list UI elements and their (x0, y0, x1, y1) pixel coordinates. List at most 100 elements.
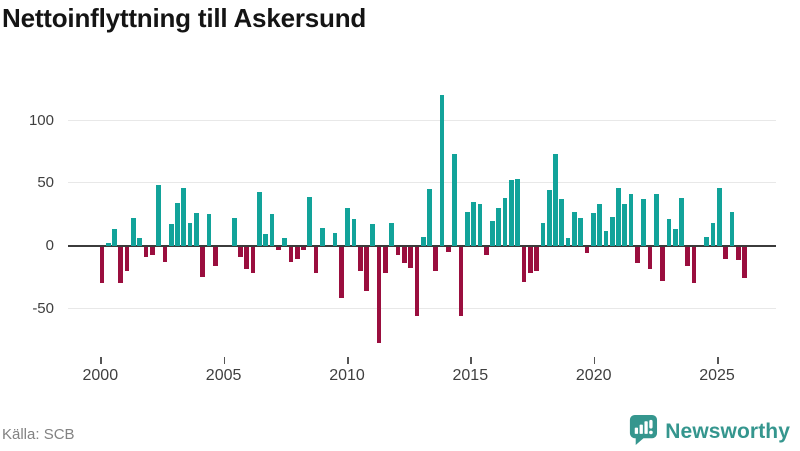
bar-2009-Q3 (338, 246, 344, 299)
bar-2023-Q1 (679, 197, 684, 246)
bar-2012-Q2 (408, 246, 413, 269)
bar-2017-Q3 (540, 223, 546, 246)
bar-2004-Q1 (200, 246, 206, 277)
bar-2021-Q4 (647, 246, 653, 270)
x-axis-label-2005: 2005 (205, 367, 242, 384)
bar-2012-Q4 (420, 236, 426, 246)
bar-2025-Q3 (742, 246, 747, 279)
bar-2011-Q4 (395, 246, 401, 256)
bar-2001-Q4 (143, 246, 149, 257)
bar-2002-Q1 (149, 246, 155, 256)
bar-2022-Q3 (666, 219, 672, 246)
bar-2000-Q4 (118, 246, 124, 284)
bar-2014-Q3 (464, 211, 470, 246)
bar-2002-Q2 (156, 185, 161, 246)
bar-2015-Q3 (490, 220, 495, 246)
bar-2019-Q3 (590, 213, 596, 246)
y-axis-label-50: 50 (37, 174, 54, 192)
bar-2015-Q2 (483, 246, 489, 256)
bar-2010-Q2 (357, 246, 363, 271)
bar-2013-Q4 (446, 246, 451, 252)
bar-2023-Q3 (691, 246, 697, 284)
bar-2012-Q3 (414, 246, 420, 316)
bar-2024-Q4 (723, 246, 728, 260)
gridline--50 (68, 307, 776, 309)
bar-2022-Q1 (653, 194, 659, 246)
bar-2003-Q4 (194, 213, 199, 246)
bar-2017-Q4 (546, 190, 552, 246)
bar-2018-Q2 (559, 199, 565, 246)
bar-2008-Q2 (307, 196, 313, 246)
bar-2023-Q2 (685, 246, 691, 266)
bar-2015-Q1 (477, 204, 483, 246)
bar-2008-Q4 (320, 228, 325, 246)
bar-2001-Q2 (131, 218, 136, 246)
gridline-50 (68, 182, 776, 184)
bar-2001-Q1 (124, 246, 130, 271)
y-axis-label--50: -50 (32, 299, 54, 317)
bar-2006-Q1 (250, 246, 256, 274)
bar-2006-Q4 (269, 214, 275, 246)
x-axis-label-2020: 2020 (575, 367, 612, 384)
bar-2014-Q1 (452, 154, 458, 246)
bar-2013-Q2 (433, 246, 439, 271)
bar-2025-Q1 (729, 211, 735, 246)
bar-2014-Q4 (471, 201, 476, 246)
x-axis-tick-2010 (347, 357, 349, 364)
bar-2008-Q1 (301, 246, 306, 251)
bar-2022-Q2 (660, 246, 665, 281)
bar-2010-Q4 (370, 224, 376, 246)
x-axis-tick-2000 (100, 357, 102, 364)
zero-line (68, 244, 776, 247)
bar-2016-Q2 (509, 180, 514, 246)
bar-2013-Q1 (427, 189, 432, 246)
bar-2021-Q2 (635, 246, 640, 263)
bar-2019-Q1 (578, 218, 584, 246)
bar-2021-Q1 (628, 194, 634, 246)
y-axis-label-0: 0 (45, 237, 54, 255)
bar-2018-Q4 (572, 211, 577, 246)
bar-2007-Q2 (282, 238, 287, 246)
bar-2017-Q1 (527, 246, 533, 274)
bar-2016-Q1 (502, 197, 508, 246)
brand-name: Newsworthy (665, 420, 790, 443)
x-axis-tick-2020 (593, 357, 596, 364)
bar-2004-Q3 (212, 246, 218, 266)
bar-2010-Q1 (351, 219, 357, 246)
bar-2002-Q4 (168, 224, 174, 246)
bar-2005-Q3 (238, 246, 243, 257)
bar-2011-Q3 (389, 223, 395, 246)
x-axis-label-2010: 2010 (329, 367, 365, 384)
x-axis-tick-2015 (470, 357, 472, 364)
bar-2002-Q3 (162, 246, 168, 262)
bar-2015-Q4 (496, 208, 502, 246)
bar-2021-Q3 (641, 199, 647, 246)
bar-2020-Q2 (609, 216, 615, 246)
bar-2009-Q4 (345, 208, 350, 246)
chart-title: Nettoinflyttning till Askersund (2, 3, 367, 33)
bar-2007-Q1 (275, 246, 281, 251)
bar-2006-Q2 (257, 191, 262, 246)
bar-2011-Q1 (376, 246, 382, 344)
bar-2007-Q4 (294, 246, 300, 260)
bar-2019-Q4 (597, 204, 602, 246)
bar-2008-Q3 (313, 246, 319, 274)
y-axis-label-100: 100 (28, 111, 54, 129)
bar-2016-Q3 (515, 179, 521, 246)
bar-2020-Q1 (603, 230, 609, 246)
bar-2007-Q3 (288, 246, 294, 262)
branding: Newsworthy (627, 413, 790, 451)
bar-2020-Q4 (622, 204, 628, 246)
bar-2000-Q2 (105, 243, 111, 246)
bar-2020-Q3 (616, 187, 621, 246)
newsworthy-speech-bubble-chart-icon (627, 413, 658, 451)
source-note: Källa: SCB (2, 426, 75, 443)
bar-2024-Q3 (716, 187, 722, 246)
bar-2005-Q2 (231, 218, 237, 246)
bar-2003-Q2 (181, 187, 187, 246)
bar-2013-Q3 (439, 95, 445, 246)
bar-2006-Q3 (263, 234, 269, 246)
x-axis-tick-2025 (717, 357, 719, 364)
